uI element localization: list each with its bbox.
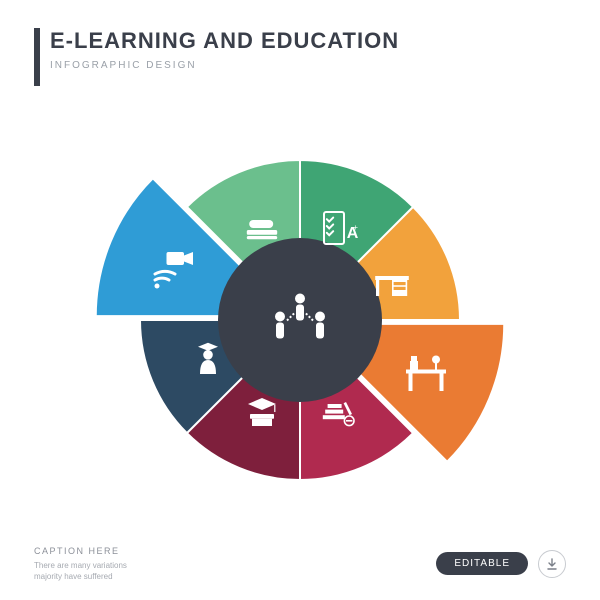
desk-icon [372,262,412,302]
header: E-LEARNING AND EDUCATION INFOGRAPHIC DES… [50,28,399,71]
download-button[interactable] [538,550,566,578]
page-title: E-LEARNING AND EDUCATION [50,28,399,54]
books-icon [318,392,358,432]
footer: CAPTION HERE There are many variations m… [34,545,566,582]
footer-right: EDITABLE [436,550,566,578]
editable-badge: EDITABLE [436,552,528,575]
test-icon: A+ [318,208,358,248]
caption-block: CAPTION HERE There are many variations m… [34,545,127,582]
download-icon [546,558,558,570]
stapler-icon [242,208,282,248]
graduation-icon [242,392,282,432]
caption-body: There are many variations majority have … [34,560,127,582]
caption-title: CAPTION HERE [34,545,127,558]
svg-text:+: + [353,223,358,232]
page-subtitle: INFOGRAPHIC DESIGN [50,60,399,71]
study-table-icon [401,347,451,397]
streaming-icon [149,243,199,293]
header-accent-line [34,28,40,86]
student-icon [188,338,228,378]
center-team-icon [270,291,330,350]
pie-chart: A+ [90,110,510,530]
